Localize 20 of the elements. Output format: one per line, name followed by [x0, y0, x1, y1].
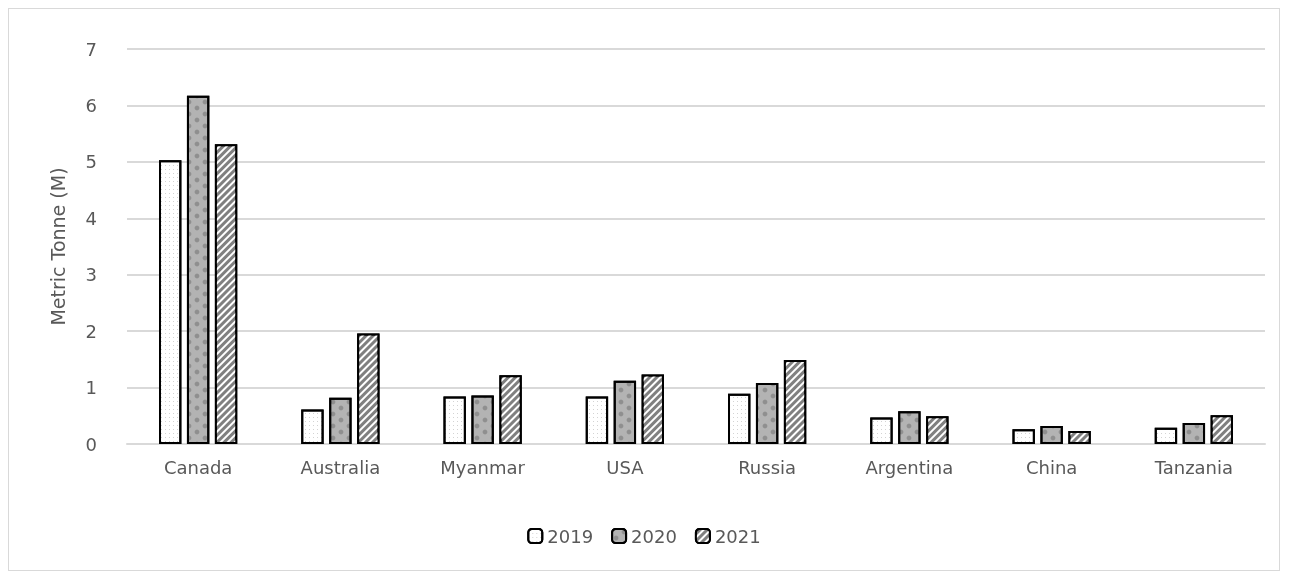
x-tick-label: Australia [300, 456, 381, 478]
legend-label: 2021 [714, 525, 761, 547]
y-tick-label: 0 [85, 433, 97, 455]
y-tick-label: 4 [85, 207, 97, 229]
y-tick-label: 1 [85, 377, 97, 399]
x-tick-label: USA [606, 456, 645, 478]
legend-label: 2019 [547, 525, 594, 547]
y-tick-label: 7 [85, 38, 97, 60]
legend-label: 2020 [631, 525, 677, 547]
y-axis-title: Metric Tonne (M) [46, 167, 69, 326]
x-tick-label: Myanmar [440, 456, 526, 478]
y-tick-label: 5 [85, 151, 97, 173]
y-tick-label: 2 [85, 320, 97, 342]
x-tick-label: China [1025, 456, 1078, 478]
y-tick-label: 6 [85, 94, 97, 116]
x-tick-label: Canada [163, 456, 233, 478]
y-tick-label: 3 [85, 264, 97, 286]
x-tick-label: Russia [738, 456, 797, 478]
x-tick-label: Argentina [865, 456, 954, 478]
x-tick-label: Tanzania [1153, 456, 1234, 478]
